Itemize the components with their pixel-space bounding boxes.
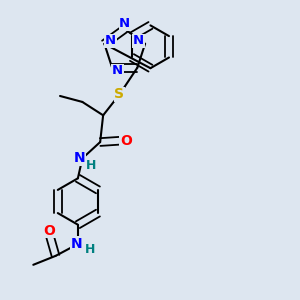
Text: N: N — [112, 64, 123, 77]
Text: N: N — [70, 237, 82, 251]
Text: O: O — [44, 224, 56, 238]
Text: S: S — [115, 88, 124, 101]
Text: N: N — [105, 34, 116, 47]
Text: N: N — [133, 34, 144, 47]
Text: O: O — [120, 134, 132, 148]
Text: N: N — [74, 152, 85, 165]
Text: N: N — [119, 17, 130, 30]
Text: H: H — [85, 243, 95, 256]
Text: H: H — [86, 159, 96, 172]
